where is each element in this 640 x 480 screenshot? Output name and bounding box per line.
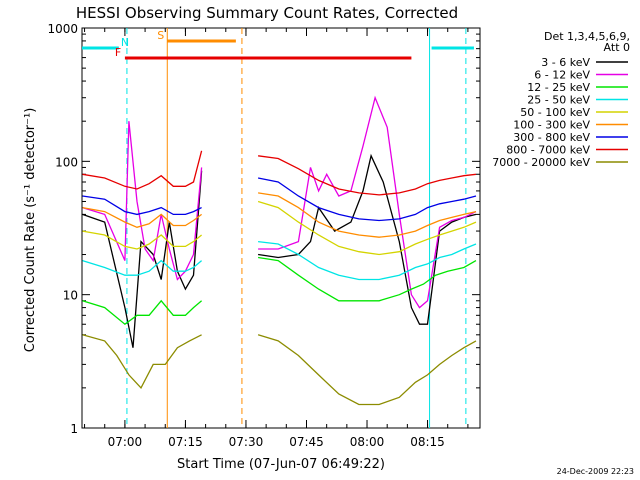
x-tick-label: 07:00 <box>108 435 143 449</box>
series-line <box>258 192 477 238</box>
legend-label: 6 - 12 keV <box>534 69 590 82</box>
series-line <box>82 299 203 326</box>
series-line <box>82 206 202 228</box>
y-axis-title: Corrected Count Rate (s⁻¹ detector⁻¹) <box>23 108 38 353</box>
y-tick-label: 100 <box>55 155 78 169</box>
series-line <box>258 256 477 302</box>
legend-label: 300 - 800 keV <box>513 131 590 144</box>
legend-label: 25 - 50 keV <box>527 94 590 107</box>
legend-header-line-2: Att 0 <box>604 41 630 54</box>
x-tick-label: 07:15 <box>168 435 203 449</box>
series-line <box>82 121 203 281</box>
chart-title: HESSI Observing Summary Count Rates, Cor… <box>76 4 458 22</box>
legend-label: 50 - 100 keV <box>520 106 590 119</box>
flag-label-F: F <box>115 46 121 59</box>
series-line <box>82 334 202 390</box>
series-line <box>257 200 477 256</box>
series-line <box>82 150 203 190</box>
flag-label-S: S <box>157 29 164 42</box>
series-line <box>258 240 477 281</box>
y-tick-label: 1000 <box>47 22 78 36</box>
x-axis-label: Start Time (07-Jun-07 06:49:22) <box>177 457 385 472</box>
flag-label-N: N <box>121 36 129 49</box>
legend-label: 12 - 25 keV <box>527 81 590 94</box>
x-tick-label: 08:00 <box>350 435 385 449</box>
legend-header-line-1: Det 1,3,4,5,6,9, <box>544 30 630 43</box>
x-axis-title: Start Time (07-Jun-07 06:49:22) <box>177 457 385 472</box>
series-line <box>257 177 477 222</box>
y-tick-label: 1 <box>70 422 78 436</box>
legend-label: 800 - 7000 keV <box>506 144 590 157</box>
series-line <box>258 95 477 309</box>
y-tick-label: 10 <box>63 289 78 303</box>
legend-label: 3 - 6 keV <box>541 56 590 69</box>
plot-frame <box>81 27 481 429</box>
x-tick-label: 07:45 <box>289 435 324 449</box>
legend-label: 100 - 300 keV <box>513 119 590 132</box>
series-line <box>82 259 203 276</box>
footer-date: 24-Dec-2009 22:23 <box>557 467 634 476</box>
series-line <box>258 153 477 325</box>
x-tick-label: 08:15 <box>410 435 445 449</box>
plot-area: 1 10 100 1000 07:00 07:15 07:30 07:45 08:00 08:15… <box>47 22 481 449</box>
series-line <box>82 195 202 216</box>
series-line <box>258 155 477 196</box>
series-line <box>257 334 477 406</box>
legend-label: 7000 - 20000 keV <box>492 156 590 169</box>
series-line <box>82 170 203 348</box>
series-line <box>82 230 203 250</box>
x-tick-label: 07:30 <box>229 435 264 449</box>
